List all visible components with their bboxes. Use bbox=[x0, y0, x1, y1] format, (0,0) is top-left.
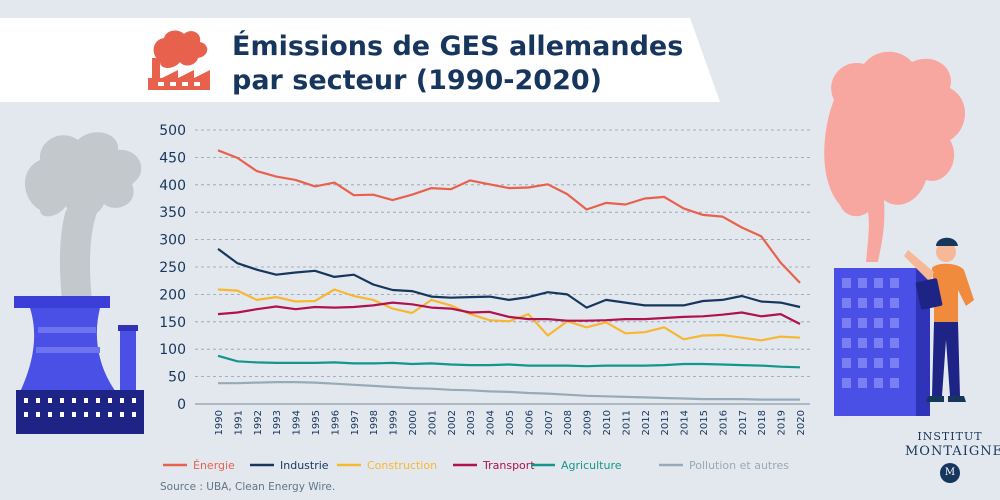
x-tick-label: 1996 bbox=[330, 410, 341, 435]
x-tick-label: 2000 bbox=[408, 410, 419, 435]
y-tick-label: 200 bbox=[159, 287, 186, 303]
x-tick-label: 1999 bbox=[389, 410, 400, 435]
x-tick-label: 2017 bbox=[738, 410, 749, 435]
cooling-tower-illustration bbox=[14, 132, 144, 434]
x-tick-label: 2009 bbox=[583, 410, 594, 435]
series-line-énergie bbox=[217, 149, 801, 284]
x-tick-label: 1992 bbox=[253, 410, 264, 435]
x-tick-label: 2002 bbox=[447, 410, 458, 435]
legend-item: Construction bbox=[337, 459, 437, 472]
x-tick-label: 2014 bbox=[680, 410, 691, 435]
legend-label: Industrie bbox=[280, 459, 329, 472]
x-tick-label: 1995 bbox=[311, 410, 322, 435]
legend-label: Transport bbox=[482, 459, 535, 472]
x-tick-label: 1998 bbox=[369, 410, 380, 435]
source-note: Source : UBA, Clean Energy Wire. bbox=[160, 481, 336, 493]
x-tick-label: 1994 bbox=[292, 410, 303, 435]
y-tick-label: 0 bbox=[177, 397, 186, 413]
x-tick-label: 1993 bbox=[272, 410, 283, 435]
legend-item: Pollution et autres bbox=[659, 459, 789, 472]
x-tick-label: 1990 bbox=[214, 410, 225, 435]
institut-montaigne-logo: INSTITUT MONTAIGNE M bbox=[905, 430, 1000, 483]
smoke-cloud-illustration bbox=[824, 51, 966, 263]
legend-item: Transport bbox=[453, 459, 535, 472]
x-tick-label: 2013 bbox=[660, 410, 671, 435]
y-tick-label: 400 bbox=[159, 178, 186, 194]
x-tick-label: 2010 bbox=[602, 410, 613, 435]
x-tick-label: 1997 bbox=[350, 410, 361, 435]
y-tick-label: 150 bbox=[159, 315, 186, 331]
x-tick-label: 2003 bbox=[466, 410, 477, 435]
series-line-industrie bbox=[217, 248, 801, 309]
x-tick-label: 2020 bbox=[796, 410, 807, 435]
brand-line-1: INSTITUT bbox=[917, 430, 983, 443]
x-tick-label: 2005 bbox=[505, 410, 516, 435]
series-line-pollution-et-autres bbox=[218, 381, 800, 401]
legend-label: Pollution et autres bbox=[689, 459, 789, 472]
brand-line-2: MONTAIGNE bbox=[905, 444, 1000, 459]
y-axis: 0 50 100 150 200 250 300 350 400 450 500 bbox=[159, 123, 186, 413]
person-with-clipboard-illustration bbox=[904, 237, 974, 402]
chart-grid bbox=[195, 129, 810, 405]
y-tick-label: 350 bbox=[159, 205, 186, 221]
y-tick-label: 100 bbox=[159, 342, 186, 358]
x-tick-label: 2019 bbox=[777, 410, 788, 435]
x-tick-label: 2018 bbox=[757, 410, 768, 435]
factory-icon bbox=[148, 30, 210, 90]
x-tick-label: 2011 bbox=[621, 410, 632, 435]
y-tick-label: 300 bbox=[159, 233, 186, 249]
legend-item: Industrie bbox=[250, 459, 329, 472]
chart-legend: Énergie Industrie Construction Transport Agr… bbox=[163, 459, 789, 472]
series-line-transport bbox=[217, 301, 801, 325]
legend-item: Énergie bbox=[163, 459, 235, 472]
chart-series bbox=[217, 149, 801, 401]
x-tick-label: 2001 bbox=[427, 410, 438, 435]
x-axis: 1990 1991 1992 1993 1994 1995 1996 1997 1998 1999… bbox=[214, 410, 807, 435]
title-line-1: Émissions de GES allemandes bbox=[232, 31, 684, 62]
series-line-agriculture bbox=[217, 354, 801, 369]
legend-item: Agriculture bbox=[531, 459, 622, 472]
x-tick-label: 2012 bbox=[641, 410, 652, 435]
x-tick-label: 2008 bbox=[563, 410, 574, 435]
legend-label: Énergie bbox=[193, 459, 235, 472]
x-tick-label: 1991 bbox=[233, 410, 244, 435]
y-tick-label: 500 bbox=[159, 123, 186, 139]
legend-label: Construction bbox=[367, 459, 437, 472]
y-tick-label: 50 bbox=[168, 370, 186, 386]
building-illustration bbox=[834, 268, 930, 416]
brand-mark-icon: M bbox=[940, 463, 960, 483]
y-tick-label: 450 bbox=[159, 150, 186, 166]
page-title: Émissions de GES allemandes par secteur … bbox=[232, 30, 712, 98]
y-tick-label: 250 bbox=[159, 260, 186, 276]
legend-label: Agriculture bbox=[561, 459, 622, 472]
series-line-construction bbox=[217, 288, 801, 342]
x-tick-label: 2006 bbox=[524, 410, 535, 435]
x-tick-label: 2007 bbox=[544, 410, 555, 435]
title-line-2: par secteur (1990-2020) bbox=[232, 65, 602, 96]
x-tick-label: 2015 bbox=[699, 410, 710, 435]
x-tick-label: 2016 bbox=[718, 410, 729, 435]
x-tick-label: 2004 bbox=[486, 410, 497, 435]
